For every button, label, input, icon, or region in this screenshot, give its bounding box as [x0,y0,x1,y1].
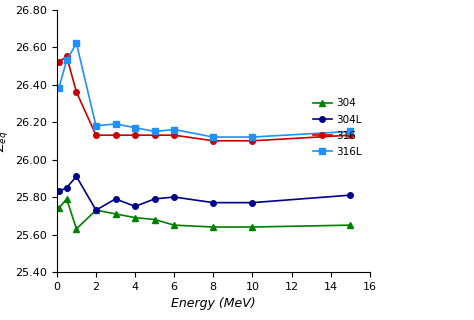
304 [113,212,118,216]
316L [132,126,138,130]
304 [56,206,62,210]
316L [113,122,118,126]
304 [73,227,79,231]
316L [171,128,177,132]
316L [73,41,79,45]
304 [347,223,353,227]
316 [210,139,216,143]
Line: 304: 304 [56,196,353,232]
304L [171,195,177,199]
304 [171,223,177,227]
304L [113,197,118,201]
Line: 316: 316 [56,54,353,144]
316 [249,139,255,143]
304L [152,197,157,201]
316L [249,135,255,139]
304 [152,218,157,221]
316 [171,133,177,137]
316 [93,133,99,137]
304 [210,225,216,229]
316L [210,135,216,139]
304L [93,208,99,212]
316 [347,133,353,137]
304L [210,201,216,204]
Legend: 304, 304L, 316, 316L: 304, 304L, 316, 316L [310,95,365,160]
Line: 316L: 316L [56,41,353,140]
316 [132,133,138,137]
304 [93,208,99,212]
304L [249,201,255,204]
316 [64,54,70,58]
304 [64,197,70,201]
316 [113,133,118,137]
Line: 304L: 304L [56,174,353,213]
316 [152,133,157,137]
316L [347,130,353,133]
316L [93,124,99,128]
X-axis label: Energy (MeV): Energy (MeV) [171,297,255,310]
304L [132,204,138,208]
304L [56,189,62,193]
304 [132,216,138,220]
316L [64,58,70,62]
316 [73,90,79,94]
304L [347,193,353,197]
316L [152,130,157,133]
304L [73,174,79,178]
Y-axis label: Z$_{eq}$: Z$_{eq}$ [0,130,10,152]
304 [249,225,255,229]
316L [56,86,62,90]
316 [56,60,62,64]
304L [64,186,70,189]
